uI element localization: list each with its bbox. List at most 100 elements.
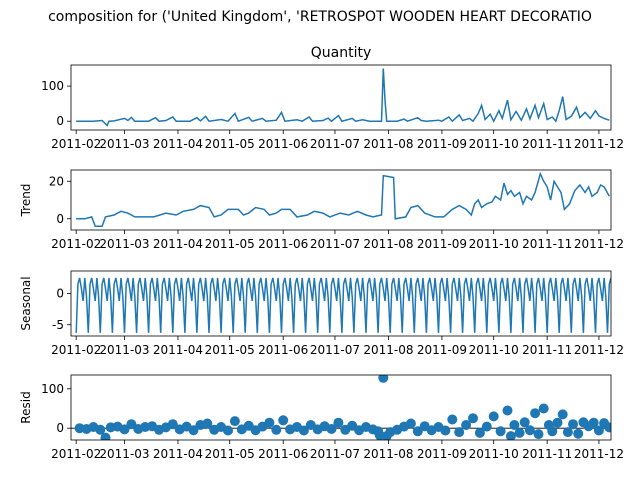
resid-point [593,425,604,436]
x-tick-label: 2011-12 [574,237,624,251]
quantity-axes-frame [70,64,612,131]
resid-point [509,420,520,430]
resid-point [100,432,111,440]
resid-point [333,417,344,428]
x-tick-label: 2011-04 [153,137,203,151]
x-tick-label: 2011-08 [363,447,413,461]
resid-point [298,425,309,436]
resid-point [326,424,337,434]
quantity-series-line [76,68,610,127]
resid-point [95,424,106,435]
resid-point [378,375,389,383]
resid-point [505,431,516,440]
resid-axes-frame [70,374,612,441]
resid-point [547,426,558,437]
x-tick-label: 2011-02 [51,137,101,151]
x-tick-label: 2011-03 [99,237,149,251]
x-tick-label: 2011-03 [99,343,149,357]
x-tick-label: 2011-12 [574,447,624,461]
x-tick-label: 2011-07 [310,447,360,461]
resid-point [538,403,549,414]
resid-point [481,421,492,432]
x-tick-label: 2011-04 [153,447,203,461]
seasonal-ylabel: Seasonal [19,276,33,330]
x-tick-label: 2011-07 [310,343,360,357]
resid-point [468,413,478,424]
resid-point [202,418,213,429]
x-tick-label: 2011-12 [574,343,624,357]
x-tick-label: 2011-09 [417,447,467,461]
x-tick-label: 2011-04 [153,237,203,251]
y-tick-label: 0 [56,212,64,226]
resid-point [119,424,130,435]
resid-point [519,417,530,428]
resid-point [405,418,416,429]
resid-point [604,422,611,433]
x-tick-label: 2011-05 [205,237,255,251]
resid-point [454,427,465,438]
resid-point [271,424,282,435]
x-tick-label: 2011-11 [522,137,572,151]
resid-ylabel: Resid [19,391,33,423]
resid-point [223,425,233,436]
y-tick-label: 0 [56,114,64,128]
x-tick-label: 2011-09 [417,343,467,357]
resid-point [440,425,451,436]
y-tick-label: 100 [41,79,64,93]
figure-suptitle: composition for ('United Kingdom', 'RETR… [48,9,592,25]
x-tick-label: 2011-07 [310,237,360,251]
resid-point [502,405,513,416]
x-tick-label: 2011-11 [522,447,572,461]
x-tick-label: 2011-10 [469,137,519,151]
x-tick-label: 2011-08 [363,137,413,151]
resid-point [167,419,178,430]
resid-point [568,419,578,430]
resid-point [533,429,544,440]
x-tick-label: 2011-11 [522,237,572,251]
resid-point [524,425,535,436]
y-tick-label: 0 [56,421,64,435]
x-tick-label: 2011-11 [522,343,572,357]
x-tick-label: 2011-09 [417,137,467,151]
x-tick-label: 2011-10 [469,237,519,251]
resid-point [557,409,568,420]
resid-point [461,420,472,430]
x-tick-label: 2011-02 [51,237,101,251]
x-tick-label: 2011-07 [310,137,360,151]
x-tick-label: 2011-06 [258,137,308,151]
y-tick-label: 20 [49,174,64,188]
resid-point [264,417,275,428]
x-tick-label: 2011-12 [574,137,624,151]
resid-point [229,416,240,427]
trend-axes-frame [70,169,612,231]
resid-point [488,411,499,422]
trend-series-line [76,171,610,228]
resid-point [447,414,458,425]
x-tick-label: 2011-06 [258,343,308,357]
x-tick-label: 2011-02 [51,447,101,461]
resid-point [530,408,541,419]
resid-point [562,427,573,438]
x-tick-label: 2011-08 [363,237,413,251]
x-tick-label: 2011-05 [205,447,255,461]
resid-point [495,426,506,437]
y-tick-label: 0 [56,287,64,301]
quantity-title: Quantity [311,45,372,61]
resid-point [588,417,599,428]
x-tick-label: 2011-09 [417,237,467,251]
resid-point [573,428,584,439]
x-tick-label: 2011-06 [258,447,308,461]
x-tick-label: 2011-04 [153,343,203,357]
x-tick-label: 2011-06 [258,237,308,251]
resid-point [278,415,289,426]
y-tick-label: 100 [41,382,64,396]
x-tick-label: 2011-10 [469,447,519,461]
y-tick-label: -5 [52,318,64,332]
x-tick-label: 2011-02 [51,343,101,357]
x-tick-label: 2011-05 [205,137,255,151]
resid-point [188,425,199,436]
